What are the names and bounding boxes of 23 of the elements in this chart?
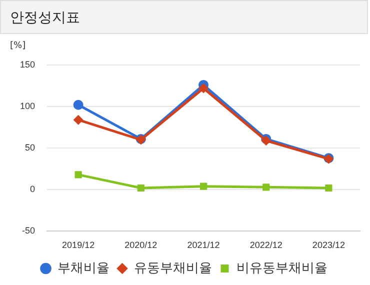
- point: [74, 171, 82, 178]
- legend-label: 부채비율: [57, 260, 110, 276]
- y-axis-title: [%]: [10, 41, 26, 51]
- point: [73, 100, 84, 110]
- x-tick-label: 2020/12: [124, 240, 158, 250]
- point: [73, 114, 84, 125]
- point: [198, 83, 209, 94]
- y-tick-label: -50: [22, 226, 36, 236]
- y-tick-label: 50: [25, 142, 36, 153]
- y-tick-label: 0: [30, 184, 36, 194]
- x-tick-label: 2019/12: [62, 240, 95, 250]
- chart-title: 안정성지표: [10, 9, 80, 27]
- point: [325, 184, 332, 192]
- point: [200, 182, 208, 190]
- x-tick-label: 2022/12: [250, 240, 282, 250]
- y-tick-label: 100: [20, 101, 36, 112]
- legend-label: 유동부채비율: [134, 260, 212, 276]
- point: [137, 184, 144, 192]
- x-tick-label: 2021/12: [187, 240, 220, 250]
- x-tick-label: 2023/12: [312, 240, 345, 250]
- point: [262, 184, 270, 191]
- y-tick-label: 150: [20, 59, 36, 70]
- legend-label: 비유동부채비율: [236, 260, 328, 276]
